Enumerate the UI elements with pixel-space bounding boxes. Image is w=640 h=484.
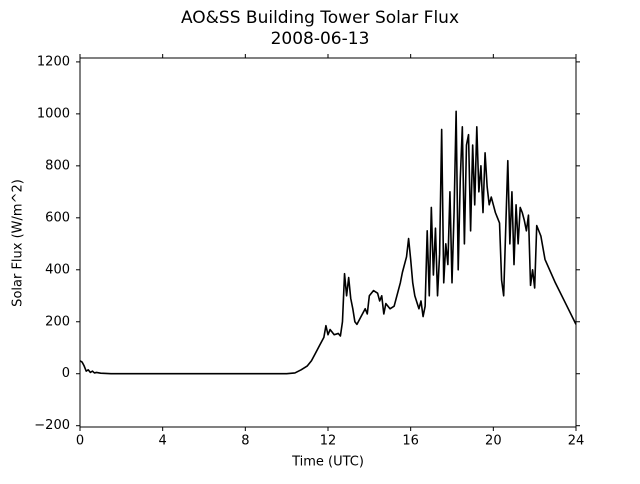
- y-tick-label: 800: [45, 158, 70, 173]
- x-axis-label: Time (UTC): [291, 455, 364, 470]
- y-tick-label: 1200: [37, 54, 70, 69]
- chart-subtitle: 2008-06-13: [271, 29, 370, 49]
- y-tick-label: 600: [45, 210, 70, 225]
- y-tick-label: −200: [34, 418, 70, 433]
- y-tick-label: 0: [62, 366, 70, 381]
- y-tick-label: 400: [45, 262, 70, 277]
- x-tick-label: 0: [76, 434, 84, 449]
- x-tick-label: 12: [320, 434, 337, 449]
- chart-title: AO&SS Building Tower Solar Flux: [181, 8, 459, 28]
- x-tick-label: 16: [402, 434, 419, 449]
- x-tick-label: 20: [485, 434, 502, 449]
- data-line: [79, 110, 577, 375]
- x-tick-label: 24: [568, 434, 585, 449]
- x-tick-label: 8: [241, 434, 249, 449]
- plot-frame: [79, 57, 577, 428]
- y-axis-label: Solar Flux (W/m^2): [11, 179, 26, 307]
- x-tick-label: 4: [159, 434, 167, 449]
- y-tick-label: 1000: [37, 106, 70, 121]
- y-tick-label: 200: [45, 314, 70, 329]
